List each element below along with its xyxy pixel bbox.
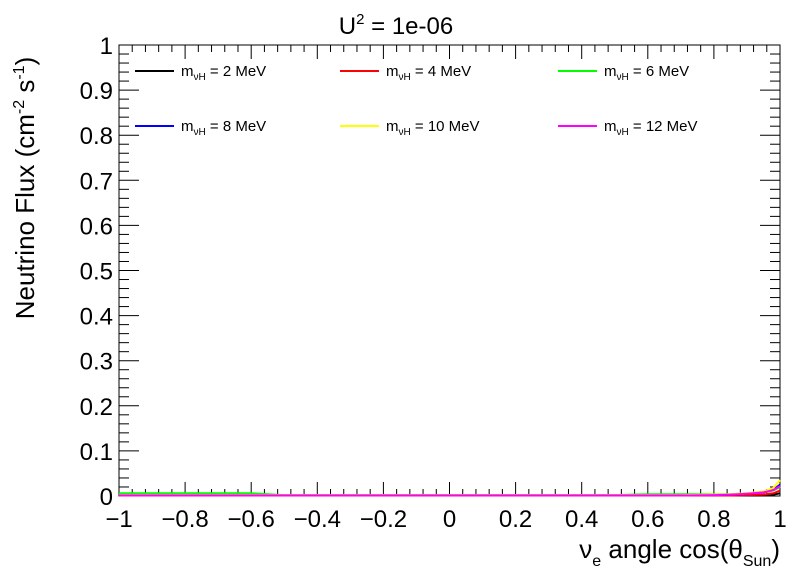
x-tick-label: −0.6 [228, 506, 275, 533]
legend-m: m [181, 63, 194, 80]
x-tick-label: 0 [443, 506, 456, 533]
y-axis-ticks: 0 0.1 0.2 0.3 0.4 0.5 0.6 0.7 0.8 0.9 1 [80, 33, 780, 511]
x-axis-ticks: −1 −0.8 −0.6 −0.4 −0.2 0 0.2 0.4 0.6 0.8 1 [105, 45, 787, 533]
legend-sub: νH [399, 72, 411, 83]
legend-m: m [181, 118, 194, 135]
legend-sub: νH [617, 127, 629, 138]
title-rest: = 1e-06 [364, 13, 453, 40]
x-tick-label: 0.2 [499, 506, 532, 533]
y-tick-label: 0.5 [80, 259, 113, 286]
legend-label-5: mνH = 10 MeV [386, 118, 480, 138]
y-tick-label: 0.3 [80, 349, 113, 376]
series-layer [119, 479, 781, 497]
legend-sub: νH [399, 127, 411, 138]
legend-m: m [604, 118, 617, 135]
legend-label-1: mνH = 2 MeV [181, 63, 266, 83]
legend-val: = 8 MeV [206, 118, 266, 135]
x-tick-label: −0.4 [294, 506, 341, 533]
legend-val: = 12 MeV [629, 118, 698, 135]
legend-val: = 10 MeV [411, 118, 480, 135]
y-tick-label: 0.7 [80, 168, 113, 195]
legend-sub: νH [194, 72, 206, 83]
legend-m: m [386, 63, 399, 80]
legend-sub: νH [617, 72, 629, 83]
x-axis-label: νe angle cos(θSun) [579, 534, 780, 570]
x-tick-label: 0.6 [631, 506, 664, 533]
x-tick-label: 0.4 [565, 506, 598, 533]
y-tick-label: 1 [100, 33, 113, 60]
x-tick-label: −1 [105, 506, 132, 533]
x-tick-label: −0.8 [161, 506, 208, 533]
x-tick-label: 0.8 [697, 506, 730, 533]
xlabel-close: ) [771, 534, 780, 564]
plot-frame [118, 44, 781, 497]
xlabel-text: angle cos(θ [601, 534, 743, 564]
title-base: U [339, 13, 356, 40]
y-tick-label: 0.8 [80, 123, 113, 150]
legend-label-4: mνH = 8 MeV [181, 118, 266, 138]
y-tick-label: 0.9 [80, 78, 113, 105]
y-tick-label: 0 [100, 484, 113, 511]
ylabel-text2: s [10, 80, 40, 100]
title-sup: 2 [356, 11, 364, 28]
legend-m: m [604, 63, 617, 80]
y-tick-label: 0.6 [80, 213, 113, 240]
x-tick-label: 1 [773, 506, 786, 533]
y-tick-label: 0.1 [80, 439, 113, 466]
y-tick-label: 0.2 [80, 394, 113, 421]
xlabel-sub-e: e [592, 553, 601, 570]
legend-label-2: mνH = 4 MeV [386, 63, 471, 83]
legend-label-3: mνH = 6 MeV [604, 63, 689, 83]
legend-m: m [386, 118, 399, 135]
legend-label-6: mνH = 12 MeV [604, 118, 698, 138]
ylabel-text3: ) [10, 57, 40, 66]
legend-val: = 4 MeV [411, 63, 471, 80]
ylabel-text1: Neutrino Flux (cm [10, 114, 40, 319]
chart-title: U2 = 1e-06 [339, 11, 453, 40]
legend-val: = 6 MeV [629, 63, 689, 80]
legend-sub: νH [194, 127, 206, 138]
x-tick-label: −0.2 [360, 506, 407, 533]
y-axis-label: Neutrino Flux (cm-2 s-1) [10, 57, 40, 320]
legend-val: = 2 MeV [206, 63, 266, 80]
ylabel-sup1: -2 [11, 100, 28, 114]
xlabel-sub-sun: Sun [743, 553, 771, 570]
ylabel-sup2: -1 [11, 65, 28, 79]
series-line-6 [119, 485, 781, 497]
xlabel-nu: ν [579, 534, 592, 564]
y-tick-label: 0.4 [80, 304, 113, 331]
